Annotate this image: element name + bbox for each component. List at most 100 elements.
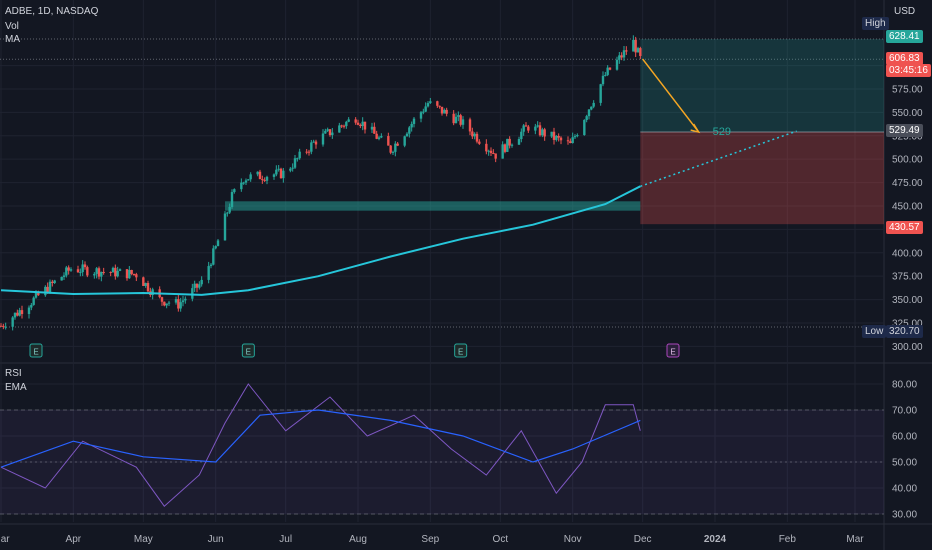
candle-body bbox=[438, 105, 441, 107]
candle-body bbox=[48, 281, 52, 293]
earnings-marker-label: E bbox=[670, 348, 675, 357]
candle-body bbox=[60, 276, 63, 281]
candle-body bbox=[46, 286, 49, 293]
candle-body bbox=[53, 280, 56, 283]
candle-body bbox=[0, 325, 3, 327]
candle-body bbox=[184, 298, 187, 301]
candle-body bbox=[79, 272, 82, 274]
candle-body bbox=[356, 122, 360, 125]
candle-body bbox=[30, 304, 33, 308]
candle-body bbox=[151, 289, 154, 295]
candle-body bbox=[422, 111, 425, 113]
candle-body bbox=[125, 269, 129, 279]
candle-body bbox=[410, 123, 413, 128]
x-tick-label: Dec bbox=[634, 534, 652, 545]
low-label-tag: Low bbox=[862, 325, 887, 338]
candle-body bbox=[454, 116, 458, 124]
ema-indicator-label[interactable]: EMA bbox=[5, 382, 27, 393]
candle-body bbox=[263, 179, 266, 181]
candle-body bbox=[247, 179, 250, 181]
currency-label[interactable]: USD bbox=[894, 6, 916, 17]
candle-body bbox=[527, 126, 530, 131]
candle-body bbox=[261, 179, 264, 181]
candle-body bbox=[412, 118, 416, 124]
candle-body bbox=[524, 125, 528, 127]
candle-body bbox=[289, 168, 292, 171]
candle-body bbox=[573, 136, 577, 138]
candle-body bbox=[116, 270, 119, 277]
candle-body bbox=[363, 121, 367, 130]
x-tick-label: Jul bbox=[279, 534, 292, 545]
candle-body bbox=[296, 158, 299, 160]
candle-body bbox=[86, 267, 89, 276]
candle-body bbox=[4, 326, 7, 328]
candle-body bbox=[34, 292, 38, 298]
price-tick-label: 300.00 bbox=[892, 342, 923, 353]
candle-body bbox=[181, 300, 185, 303]
candle-body bbox=[403, 136, 406, 146]
candle-body bbox=[585, 116, 588, 120]
candle-body bbox=[543, 129, 546, 137]
price-tick-label: 325.00 bbox=[892, 318, 923, 329]
candle-body bbox=[298, 151, 301, 159]
candle-body bbox=[146, 283, 150, 292]
candle-body bbox=[389, 145, 392, 153]
earnings-marker bbox=[241, 343, 255, 358]
candle-body bbox=[487, 150, 490, 152]
candle-body bbox=[163, 301, 166, 306]
ema-line bbox=[0, 409, 641, 468]
candle-body bbox=[310, 142, 313, 152]
candle-body bbox=[375, 133, 378, 139]
candle-body bbox=[618, 55, 621, 60]
candle-body bbox=[599, 84, 602, 103]
candle-body bbox=[557, 135, 560, 138]
rsi-indicator-label[interactable]: RSI bbox=[5, 368, 22, 379]
x-tick-label: Jun bbox=[208, 534, 224, 545]
candle-body bbox=[391, 151, 395, 153]
candle-body bbox=[32, 297, 35, 305]
candle-body bbox=[272, 174, 276, 177]
candle-body bbox=[258, 171, 262, 180]
candle-body bbox=[165, 303, 168, 306]
candle-body bbox=[314, 141, 318, 145]
candle-body bbox=[97, 268, 101, 277]
candle-body bbox=[639, 48, 642, 56]
candle-body bbox=[240, 182, 243, 190]
candle-body bbox=[552, 131, 556, 140]
candle-body bbox=[228, 206, 231, 213]
candle-body bbox=[634, 39, 637, 53]
rsi-tick-label: 30.00 bbox=[892, 510, 917, 521]
candle-body bbox=[489, 150, 493, 154]
candle-body bbox=[102, 271, 105, 273]
candle-body bbox=[195, 283, 199, 288]
candle-body bbox=[424, 106, 427, 112]
volume-indicator-label[interactable]: Vol bbox=[5, 21, 19, 32]
candle-body bbox=[142, 277, 145, 286]
ma-indicator-label[interactable]: MA bbox=[5, 34, 20, 45]
candle-body bbox=[380, 136, 383, 138]
price-tick-label: 350.00 bbox=[892, 295, 923, 306]
x-tick-label: Sep bbox=[421, 534, 439, 545]
price-tick-label: 500.00 bbox=[892, 155, 923, 166]
candle-body bbox=[620, 55, 623, 58]
high-label-tag: High bbox=[862, 17, 889, 30]
candle-body bbox=[508, 138, 511, 146]
candle-body bbox=[326, 129, 329, 131]
candle-body bbox=[608, 67, 612, 70]
candle-body bbox=[212, 248, 215, 265]
candle-body bbox=[501, 144, 504, 159]
candle-body bbox=[538, 125, 542, 136]
last-price-tag: 606.83 bbox=[886, 52, 923, 65]
candle-body bbox=[345, 121, 348, 127]
candle-body bbox=[377, 137, 381, 139]
candle-body bbox=[494, 153, 497, 159]
candle-body bbox=[216, 240, 220, 247]
x-tick-label: 2024 bbox=[704, 534, 727, 545]
earnings-marker-label: E bbox=[33, 348, 38, 357]
candle-body bbox=[340, 125, 343, 127]
candle-body bbox=[209, 264, 213, 267]
candle-body bbox=[571, 137, 574, 144]
